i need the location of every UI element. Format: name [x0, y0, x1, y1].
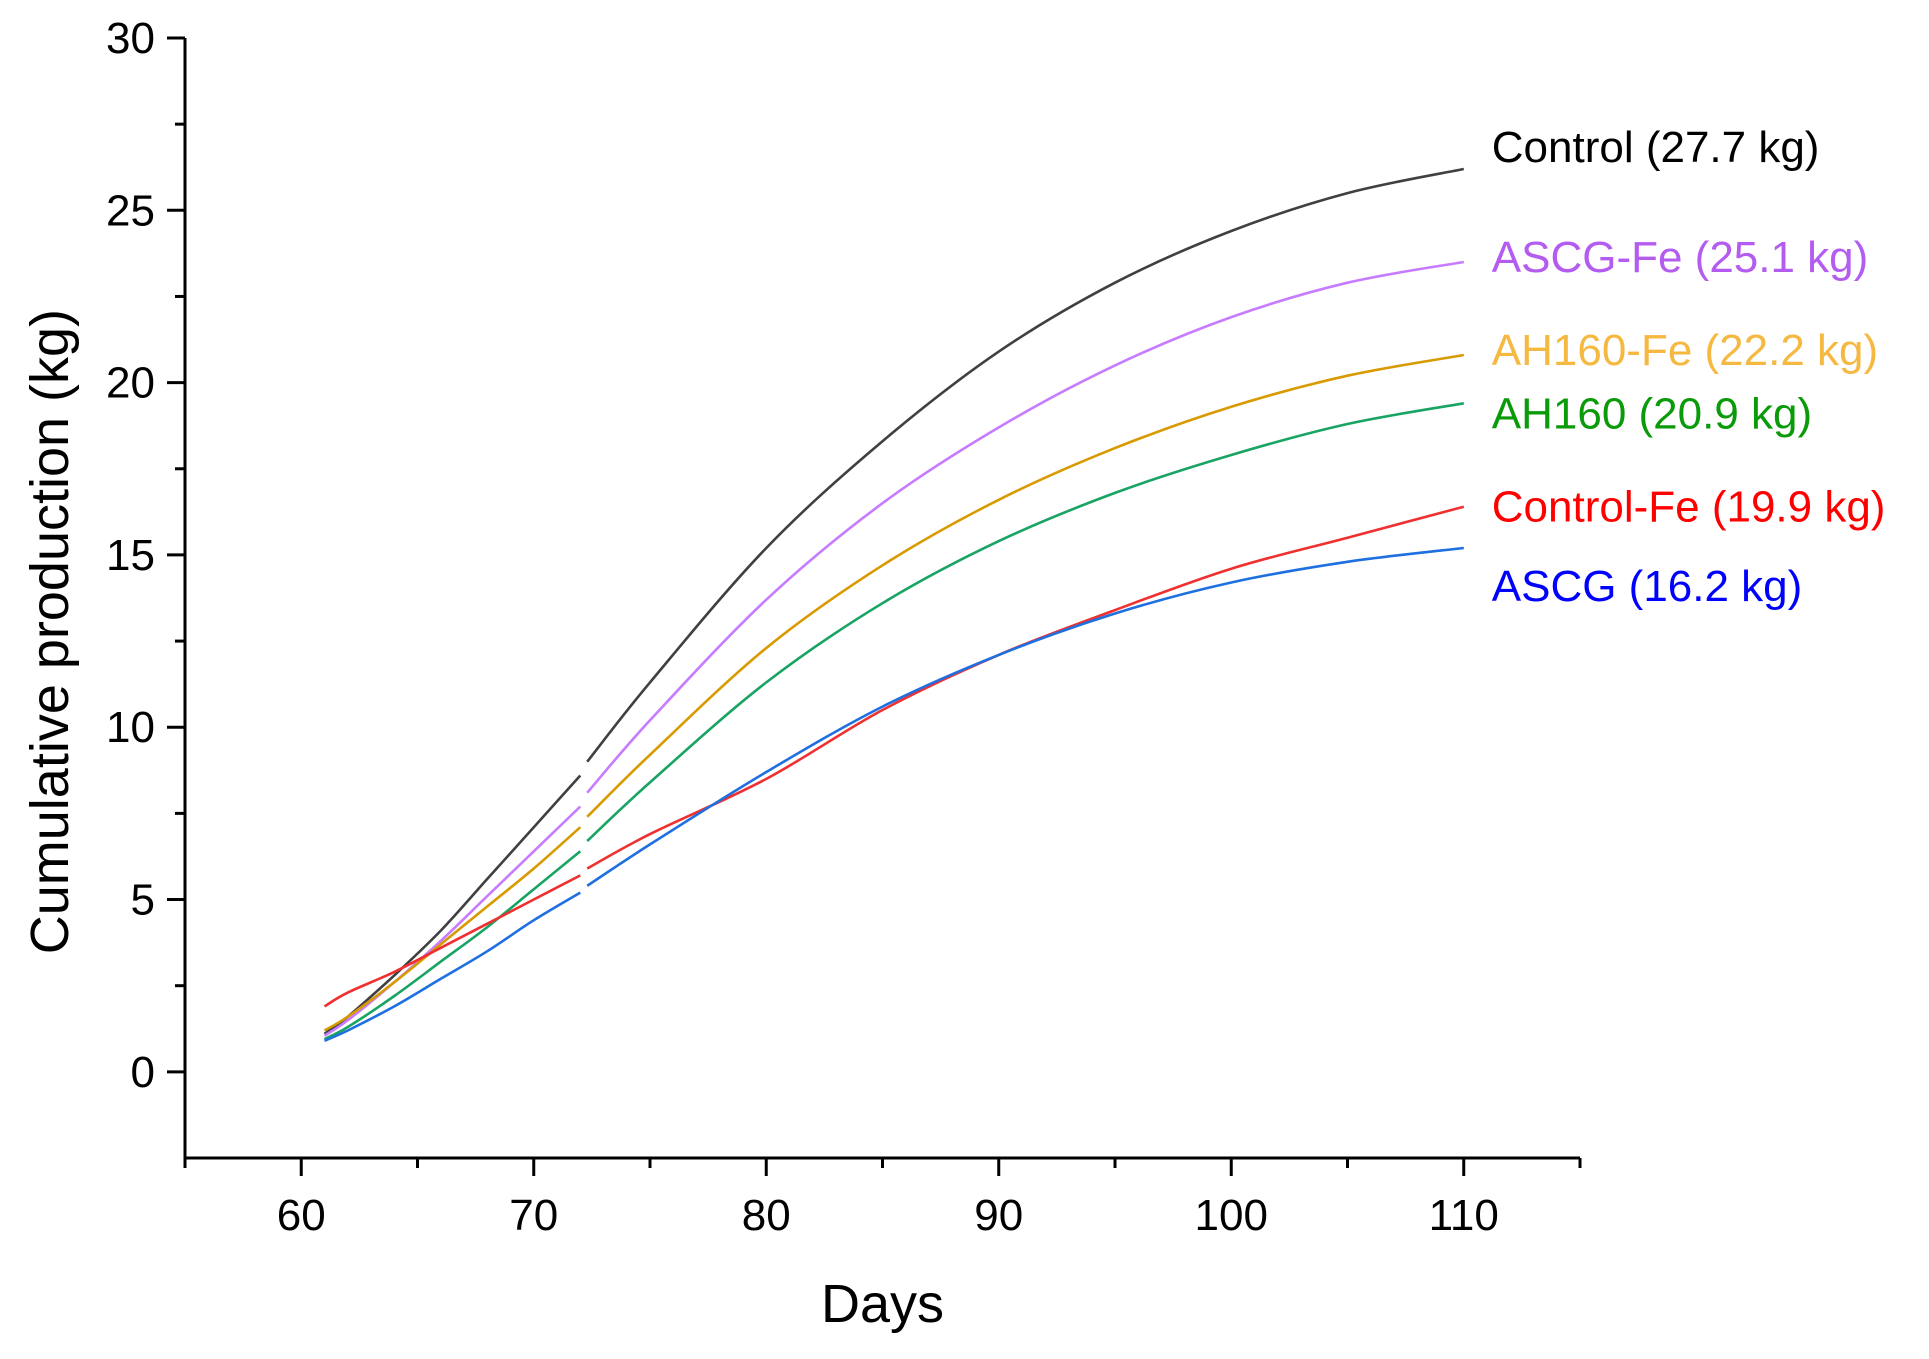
series-label-control-fe: Control-Fe (19.9 kg)	[1492, 483, 1886, 532]
x-tick-label: 90	[974, 1191, 1023, 1240]
series-line-segment	[586, 546, 1464, 887]
x-tick-label: 100	[1195, 1191, 1268, 1240]
y-tick-label: 10	[106, 703, 155, 752]
x-tick-label: 70	[509, 1191, 558, 1240]
x-axis-title: Days	[821, 1274, 944, 1334]
series-ascg-fe	[323, 260, 1465, 1037]
series-line-segment	[323, 891, 581, 1042]
series-labels: Control (27.7 kg) ASCG-Fe (25.1 kg) AH160-…	[1492, 123, 1886, 611]
series-line-segment	[323, 774, 582, 1035]
series-line-segment	[586, 260, 1465, 794]
series-ah160-fe	[323, 353, 1465, 1032]
series-ah160	[323, 402, 1465, 1041]
y-tick-label: 30	[106, 14, 155, 63]
y-tick-label: 0	[131, 1048, 155, 1097]
series-label-control: Control (27.7 kg)	[1492, 123, 1820, 172]
series-ascg	[323, 546, 1464, 1042]
series-label-ah160: AH160 (20.9 kg)	[1492, 389, 1812, 438]
series-line-segment	[323, 850, 582, 1041]
y-tick-label: 5	[131, 876, 155, 925]
series-line-segment	[323, 874, 581, 1008]
x-tick-label: 60	[277, 1191, 326, 1240]
series-label-ascg-fe: ASCG-Fe (25.1 kg)	[1492, 233, 1869, 282]
series-line-segment	[586, 402, 1465, 842]
y-tick-label: 20	[106, 359, 155, 408]
y-ticks: 0 5 10 15 20 25 30	[106, 14, 185, 1097]
x-tick-label: 110	[1429, 1191, 1499, 1240]
x-tick-label: 80	[742, 1191, 791, 1240]
series-line-segment	[586, 167, 1465, 763]
series-line-segment	[323, 805, 582, 1037]
series-lines	[323, 167, 1465, 1042]
y-tick-label: 15	[106, 531, 155, 580]
series-line-segment	[586, 505, 1465, 870]
series-line-segment	[586, 353, 1465, 818]
series-control	[323, 167, 1465, 1035]
y-axis-title: Cumulative production (kg)	[20, 309, 80, 954]
series-label-ah160-fe: AH160-Fe (22.2 kg)	[1492, 326, 1878, 375]
axes: 0 5 10 15 20 25 30 60 70 80 90 100 110	[106, 14, 1582, 1240]
y-tick-label: 25	[106, 186, 155, 235]
x-ticks: 60 70 80 90 100 110	[183, 1158, 1582, 1240]
series-control-fe	[323, 505, 1465, 1008]
series-line-segment	[323, 826, 582, 1032]
series-label-ascg: ASCG (16.2 kg)	[1492, 562, 1803, 611]
